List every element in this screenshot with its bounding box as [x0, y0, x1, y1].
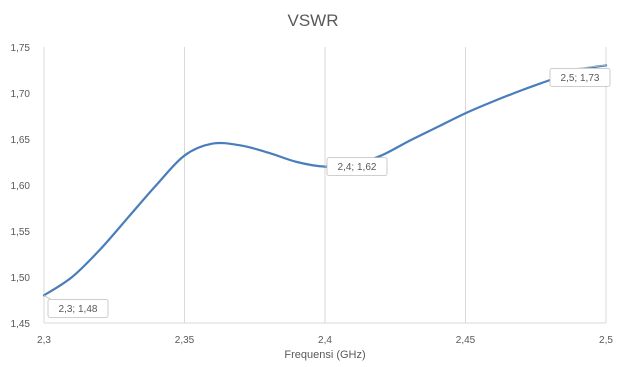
x-tick-label: 2,3 [37, 335, 51, 346]
data-label-text: 2,4; 1,62 [338, 162, 377, 173]
y-tick-label: 1,75 [11, 43, 31, 54]
x-tick-label: 2,4 [318, 335, 332, 346]
y-tick-label: 1,60 [11, 181, 31, 192]
data-label-callout: 2,3; 1,48 [43, 295, 109, 318]
callout-box [326, 157, 388, 177]
x-axis-title: Frequensi (GHz) [284, 349, 365, 361]
x-tick-label: 2,5 [599, 335, 613, 346]
y-tick-label: 1,55 [11, 227, 31, 238]
data-label-text: 2,3; 1,48 [59, 304, 98, 315]
callout-box [549, 68, 611, 87]
callout-box [47, 298, 109, 318]
y-tick-label: 1,45 [11, 319, 31, 330]
x-tick-label: 2,45 [456, 335, 476, 346]
chart-title: VSWR [288, 11, 339, 30]
y-tick-label: 1,70 [11, 89, 31, 100]
data-label-callout: 2,5; 1,73 [549, 65, 611, 87]
data-labels: 2,3; 1,48 2,4; 1,62 2,5; 1,73 [43, 65, 611, 318]
x-tick-label: 2,35 [175, 335, 195, 346]
y-tick-label: 1,65 [11, 135, 31, 146]
y-axis-ticks: 1,45 1,50 1,55 1,60 1,65 1,70 1,75 [11, 43, 31, 330]
x-axis-ticks: 2,3 2,35 2,4 2,45 2,5 [37, 335, 613, 346]
y-tick-label: 1,50 [11, 273, 31, 284]
data-label-text: 2,5; 1,73 [561, 73, 600, 84]
data-label-callout: 2,4; 1,62 [324, 157, 388, 177]
grid-lines [43, 47, 607, 324]
